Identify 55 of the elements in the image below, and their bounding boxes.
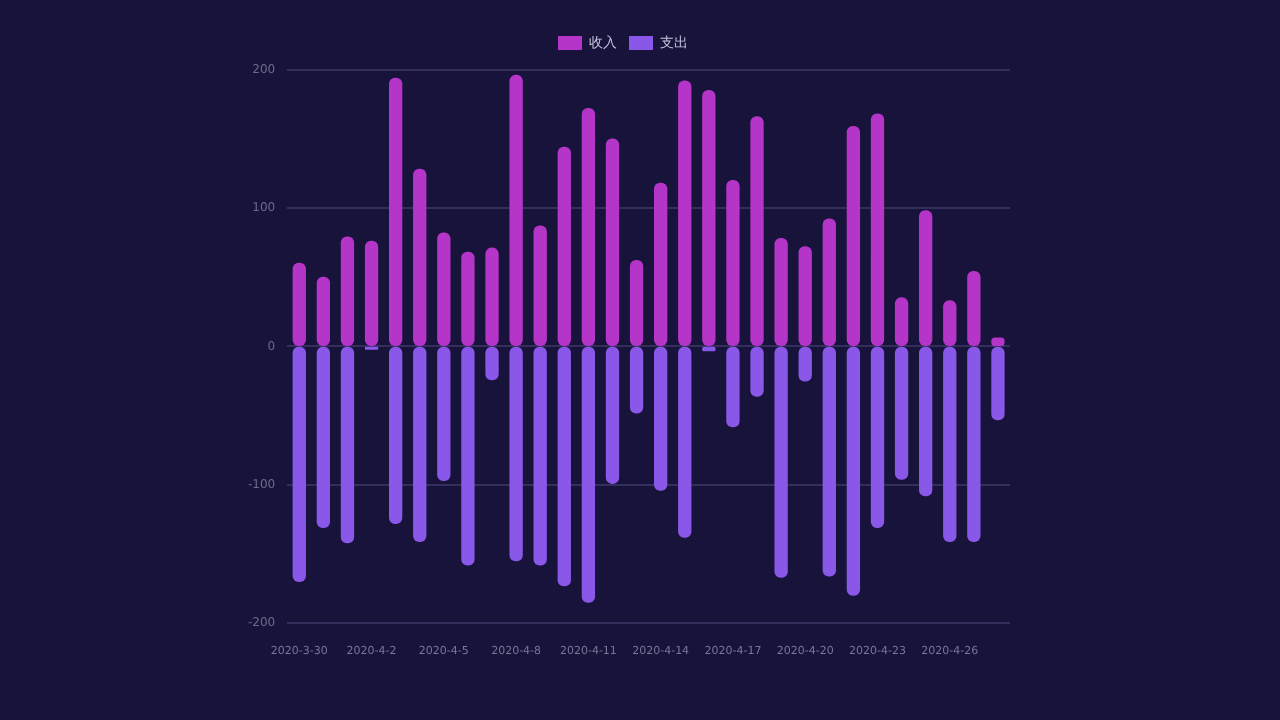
bar	[509, 74, 523, 347]
bar	[364, 240, 379, 347]
bar	[533, 225, 547, 347]
bar	[437, 346, 451, 482]
bar	[413, 168, 427, 347]
bar	[557, 346, 571, 587]
bar	[581, 346, 596, 603]
bar	[654, 182, 668, 347]
bar	[533, 346, 547, 566]
bar	[654, 346, 668, 491]
bar	[967, 346, 981, 542]
bar	[388, 346, 403, 524]
bar	[605, 346, 620, 484]
bar	[870, 113, 885, 347]
bar	[726, 346, 740, 428]
bar	[846, 346, 861, 596]
bar	[629, 260, 644, 347]
bar	[822, 346, 836, 577]
bar	[340, 236, 355, 347]
bar	[750, 116, 764, 347]
bar	[870, 346, 885, 529]
bar	[316, 346, 331, 529]
bar	[846, 126, 861, 347]
bar	[774, 237, 788, 347]
bar	[581, 108, 596, 347]
bar	[702, 90, 716, 347]
bar	[557, 146, 571, 347]
bar	[991, 346, 1005, 421]
bar	[509, 346, 523, 562]
bar	[461, 251, 475, 347]
bar	[461, 346, 475, 566]
bar	[413, 346, 427, 542]
bar	[437, 232, 451, 347]
bar	[485, 247, 499, 347]
bar	[822, 218, 836, 347]
bar	[894, 346, 909, 480]
bar	[967, 271, 981, 347]
bar	[943, 300, 957, 347]
bar	[750, 346, 764, 397]
bar	[919, 346, 933, 497]
bar	[292, 346, 306, 582]
bar	[798, 246, 812, 347]
bar	[678, 80, 692, 347]
bar	[678, 346, 692, 538]
bar	[943, 346, 957, 542]
bar	[388, 77, 403, 347]
bar	[894, 297, 909, 347]
bar	[726, 179, 740, 347]
bar	[774, 346, 788, 578]
bar	[292, 262, 306, 347]
bar	[629, 346, 644, 414]
bar	[316, 276, 331, 347]
bar	[919, 210, 933, 347]
bar	[605, 138, 620, 347]
bar	[340, 346, 355, 544]
